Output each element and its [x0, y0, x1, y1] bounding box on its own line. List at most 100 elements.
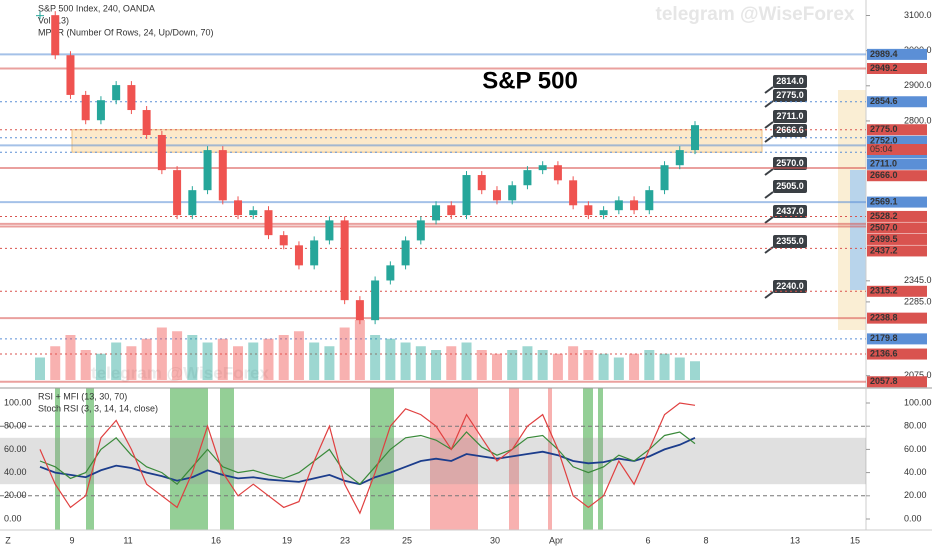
- volume-bar: [644, 350, 655, 380]
- candle: [447, 205, 456, 216]
- callout-box: [773, 235, 807, 248]
- x-tick-label: 19: [282, 535, 292, 545]
- callout-pointer: [764, 135, 774, 143]
- price-label: 2711.0: [870, 159, 897, 169]
- volume-bar: [35, 357, 45, 380]
- candle: [401, 240, 410, 266]
- callout-box: [773, 205, 807, 218]
- volume-bar: [126, 346, 137, 380]
- watermark: telegram @WiseForex: [656, 4, 855, 25]
- price-label-bg: [867, 233, 927, 245]
- candle: [173, 170, 182, 216]
- zone: [71, 129, 763, 153]
- signal-band: [86, 388, 94, 530]
- price-label-bg: [867, 312, 927, 324]
- candle: [325, 220, 334, 241]
- candle: [508, 185, 517, 201]
- callout-label: 2814.0: [776, 76, 804, 86]
- volume-bar: [522, 346, 533, 380]
- candle: [660, 165, 669, 191]
- candle: [386, 265, 395, 281]
- signal-band: [220, 388, 234, 530]
- timer-bg: [867, 144, 927, 155]
- volume-bar: [339, 327, 350, 380]
- callout-box: [773, 110, 807, 123]
- x-tick-label: 6: [645, 535, 650, 545]
- candle: [203, 150, 212, 191]
- signal-band: [509, 388, 519, 530]
- price-label: 2499.5: [870, 234, 898, 244]
- price-label: 2775.0: [870, 124, 898, 134]
- candle: [264, 210, 273, 236]
- volume-bar: [95, 353, 106, 380]
- callout-box: [773, 89, 807, 102]
- price-label-bg: [867, 348, 927, 360]
- candle: [691, 125, 699, 151]
- x-tick-label: 15: [850, 535, 860, 545]
- x-tick-label: Apr: [549, 535, 563, 545]
- candle: [218, 150, 227, 201]
- volume-bar: [385, 338, 396, 380]
- x-tick-label: 8: [703, 535, 708, 545]
- y-tick-label: 2345.0: [904, 275, 932, 285]
- candle: [614, 200, 623, 211]
- volume-bar: [263, 338, 274, 380]
- volume-bar: [202, 342, 213, 380]
- candle: [492, 190, 501, 201]
- osc-band: [0, 437, 866, 485]
- x-tick-label: 9: [69, 535, 74, 545]
- price-label-bg: [867, 135, 927, 147]
- x-tick-label: 11: [123, 535, 132, 545]
- candle: [462, 175, 471, 216]
- price-label: 2507.0: [870, 222, 898, 232]
- x-tick-label: 25: [402, 535, 412, 545]
- candle: [96, 100, 105, 121]
- x-tick-label: 16: [211, 535, 221, 545]
- volume-bar: [65, 335, 76, 380]
- osc-label: Stoch RSI (3, 3, 14, 14, close): [38, 403, 158, 413]
- candle: [523, 170, 532, 186]
- corner-label: Z: [5, 535, 11, 545]
- price-label-bg: [867, 333, 927, 345]
- candle: [538, 165, 547, 171]
- callout-pointer: [764, 168, 774, 176]
- volume-bar: [50, 346, 61, 380]
- candle: [340, 220, 349, 301]
- volume-bar: [80, 350, 91, 380]
- price-label-bg: [867, 124, 927, 136]
- osc-tick-label: 20.00: [904, 490, 927, 500]
- price-label-bg: [867, 63, 927, 75]
- osc-tick-label: 0.00: [4, 513, 22, 523]
- timer: 05:04: [870, 144, 893, 154]
- y-tick-label: 3100.0: [904, 10, 932, 20]
- price-label: 2666.0: [870, 170, 898, 180]
- callout-pointer: [764, 121, 774, 129]
- volume-bar: [613, 357, 624, 380]
- price-label: 2238.8: [870, 313, 898, 323]
- callout-pointer: [764, 86, 774, 94]
- x-tick-label: 23: [340, 535, 350, 545]
- callout-label: 2437.0: [776, 206, 804, 216]
- candle: [432, 205, 441, 221]
- candle: [477, 175, 486, 191]
- volume-bar: [491, 353, 502, 380]
- callout-label: 2711.0: [776, 111, 803, 121]
- osc-tick-label: 0.00: [904, 513, 922, 523]
- callout-label: 2355.0: [776, 236, 804, 246]
- osc-line: [39, 431, 696, 486]
- candle: [66, 55, 75, 95]
- osc-tick-label: 80.00: [4, 421, 27, 431]
- volume-bar: [461, 342, 472, 380]
- candle: [127, 85, 136, 111]
- y-tick-label: 2800.0: [904, 115, 932, 125]
- candle: [188, 190, 197, 216]
- candle: [584, 205, 593, 216]
- volume-bar: [248, 342, 259, 380]
- price-label-bg: [867, 376, 927, 388]
- volume-bar: [278, 335, 289, 380]
- volume-bar: [431, 350, 442, 380]
- candle: [51, 15, 60, 56]
- price-label-bg: [867, 96, 927, 108]
- osc-tick-label: 100.00: [4, 397, 32, 407]
